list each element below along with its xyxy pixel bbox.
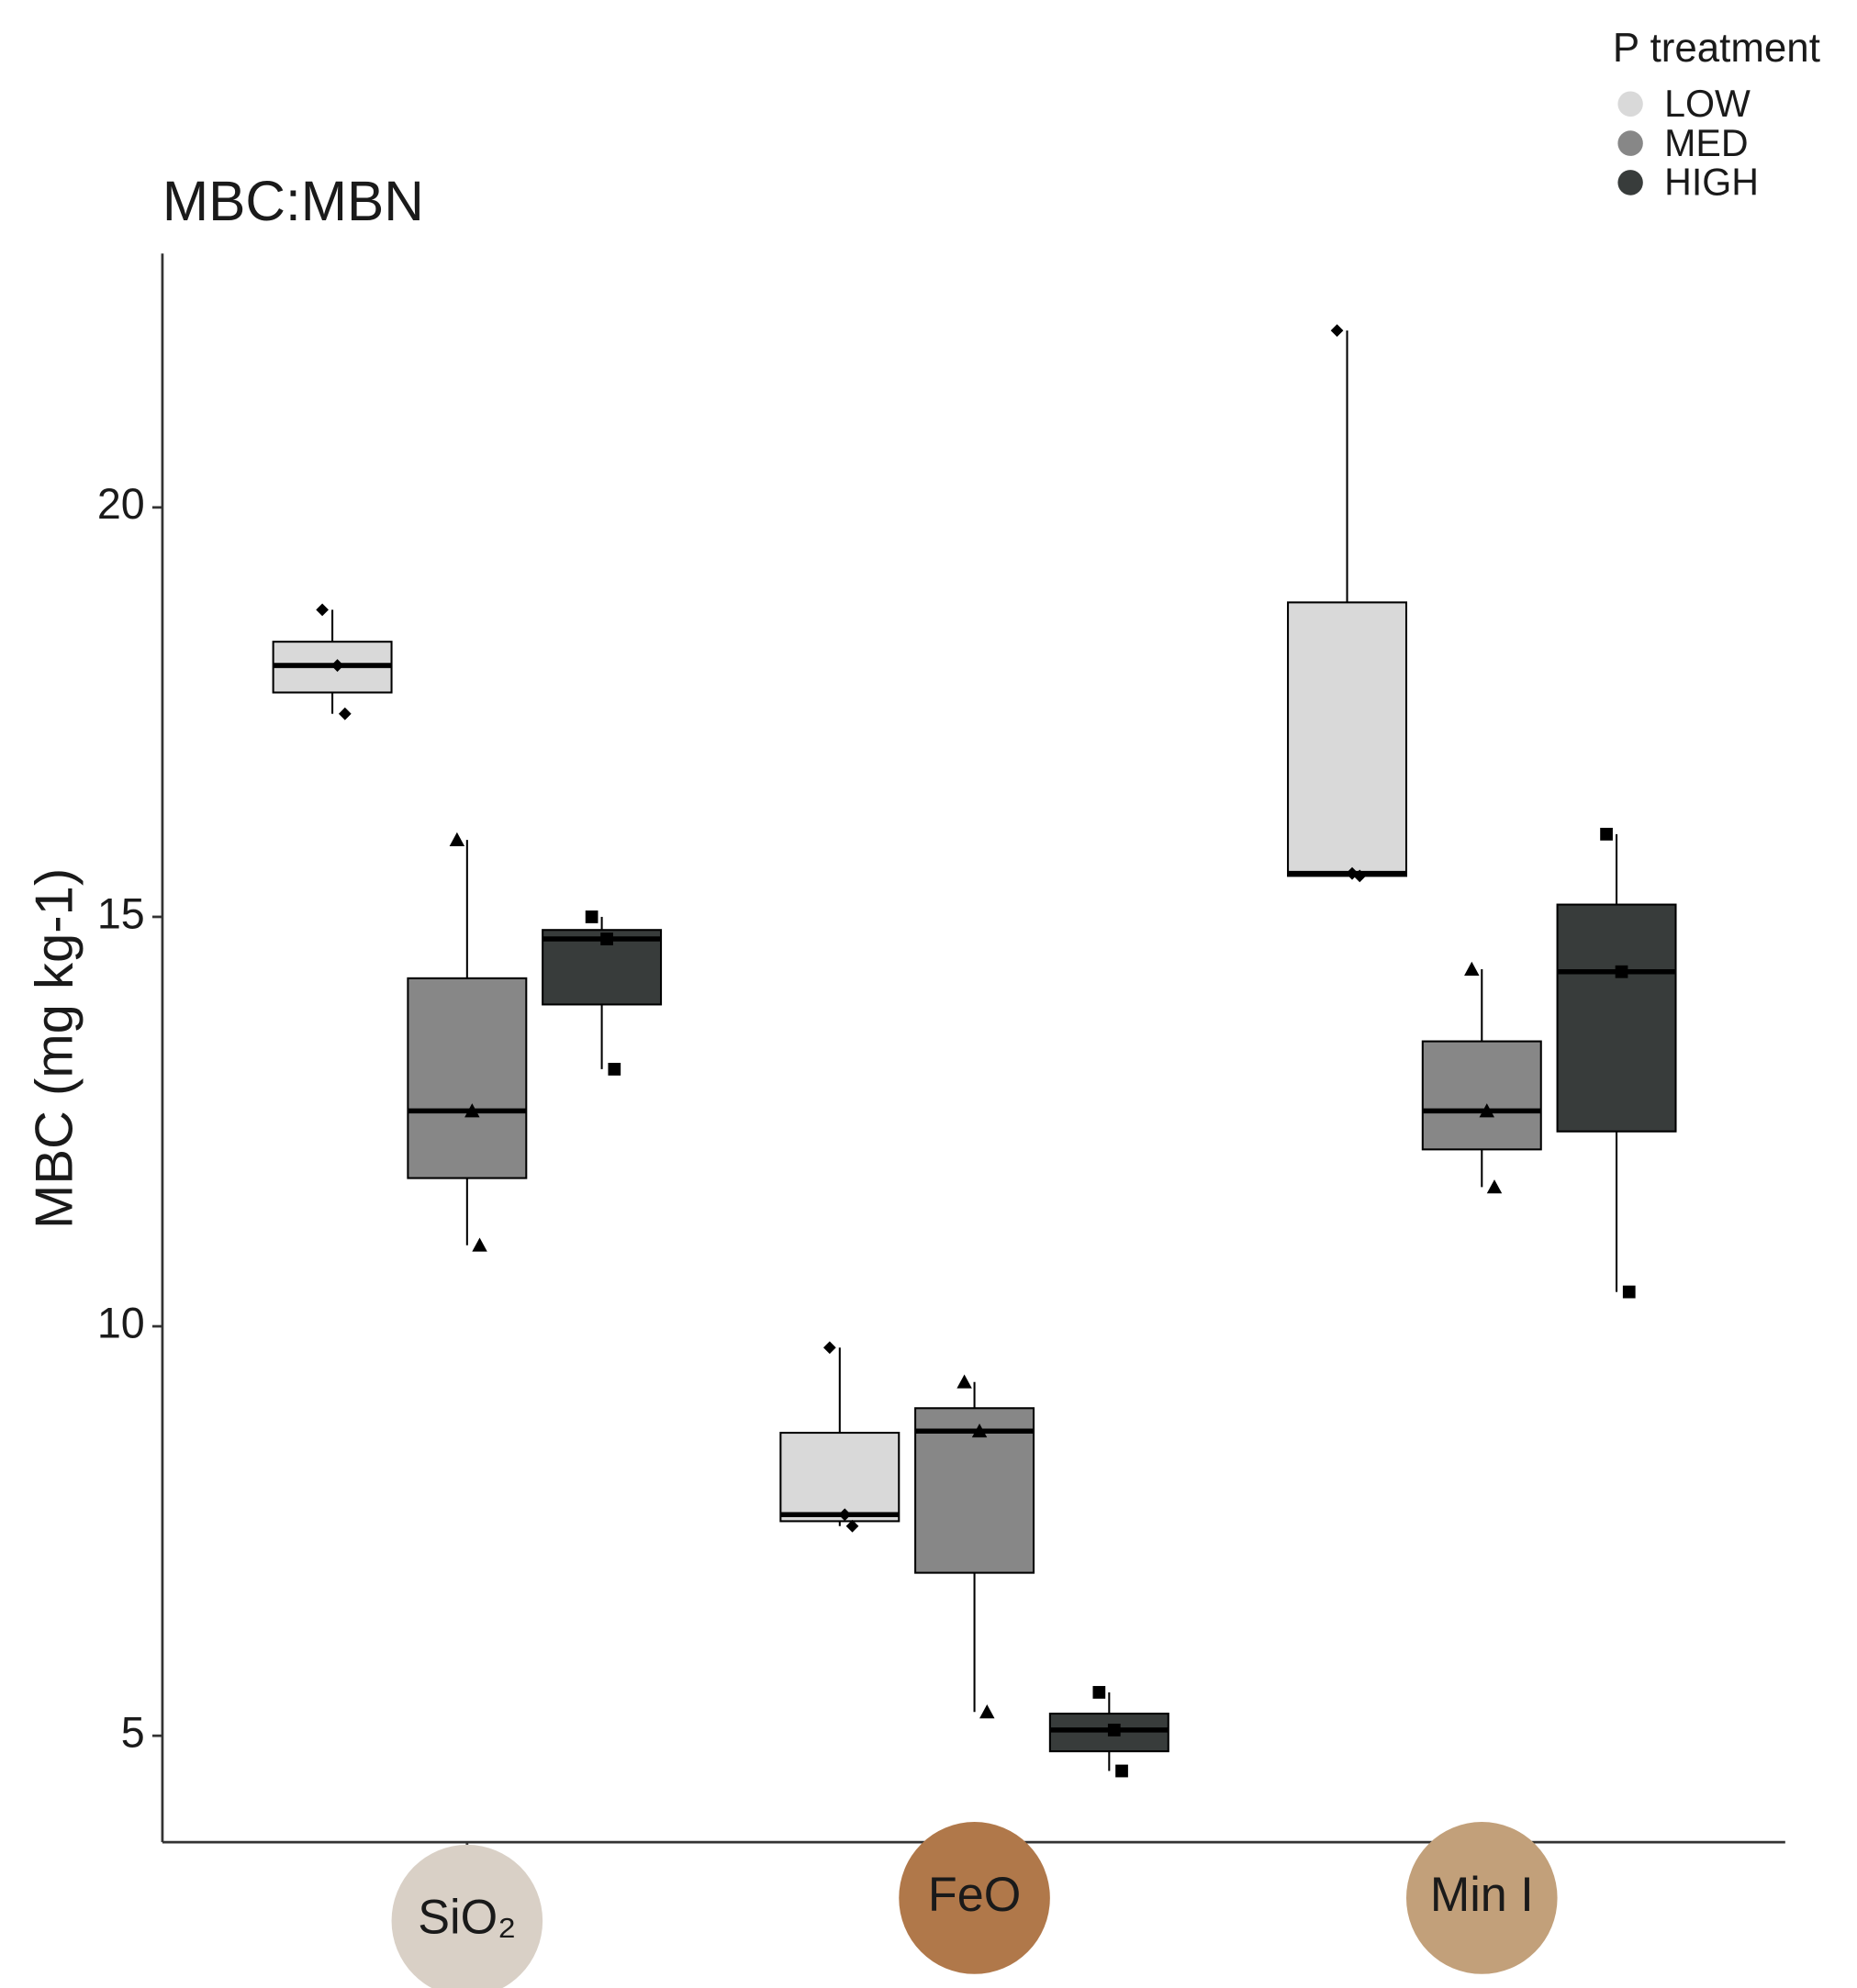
y-tick-label: 5: [121, 1708, 145, 1756]
legend-label: MED: [1664, 122, 1748, 164]
point: [1487, 1179, 1502, 1193]
y-tick-label: 15: [97, 889, 145, 937]
legend-title: P treatment: [1613, 26, 1820, 71]
point: [1108, 1724, 1121, 1737]
point: [823, 1341, 836, 1354]
point: [979, 1704, 994, 1718]
legend-label: HIGH: [1664, 161, 1759, 203]
point: [1331, 324, 1344, 337]
legend-marker: [1617, 130, 1642, 156]
point: [956, 1374, 971, 1388]
x-tick-label: Min I: [1430, 1869, 1534, 1922]
x-tick-label: FeO: [928, 1869, 1021, 1922]
point: [608, 1063, 621, 1076]
point: [316, 603, 329, 616]
point: [1623, 1286, 1636, 1299]
legend-marker: [1617, 170, 1642, 195]
point: [1600, 828, 1613, 841]
y-tick-label: 10: [97, 1299, 145, 1346]
box: [408, 978, 526, 1178]
box: [1423, 1042, 1541, 1150]
chart-title: MBC:MBN: [162, 170, 424, 232]
point: [339, 708, 352, 720]
point: [586, 910, 598, 923]
y-tick-label: 20: [97, 480, 145, 528]
point: [1616, 966, 1628, 978]
box: [780, 1433, 899, 1521]
point: [1092, 1686, 1105, 1699]
legend-marker: [1617, 91, 1642, 117]
point: [1115, 1765, 1128, 1778]
point: [450, 832, 464, 846]
box: [1558, 905, 1676, 1132]
point: [1464, 962, 1479, 976]
legend-label: LOW: [1664, 83, 1751, 125]
box: [1288, 602, 1406, 876]
y-axis-label: MBC (mg kg-1): [25, 868, 84, 1229]
chart: MBC:MBN MBC (mg kg-1) P treatment 5 10 15 2…: [0, 0, 1857, 1988]
point: [600, 933, 613, 945]
x-tick-label: SiO₂: [418, 1891, 516, 1944]
point: [472, 1237, 487, 1251]
